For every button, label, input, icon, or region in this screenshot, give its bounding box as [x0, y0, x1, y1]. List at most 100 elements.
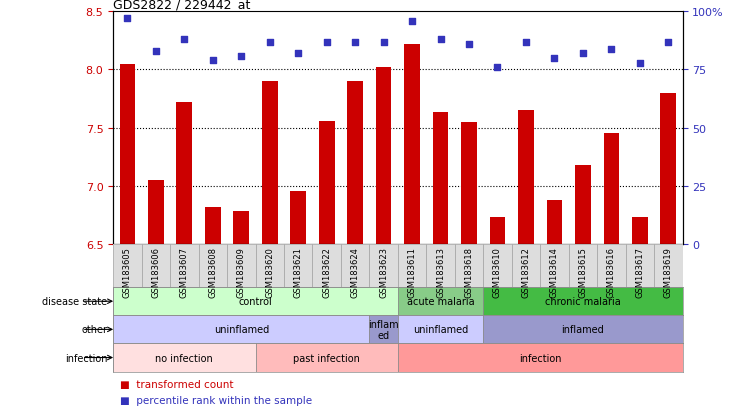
Bar: [170, 244, 199, 287]
Bar: [120, 64, 135, 244]
Bar: [547, 200, 562, 244]
Text: GSM183605: GSM183605: [123, 246, 132, 297]
Bar: [199, 244, 227, 287]
Text: past infection: past infection: [293, 353, 360, 363]
Text: ■  transformed count: ■ transformed count: [120, 379, 234, 389]
Bar: [142, 244, 170, 287]
Text: GSM183606: GSM183606: [151, 246, 161, 297]
Bar: [341, 244, 369, 287]
Bar: [398, 244, 426, 287]
Bar: [483, 244, 512, 287]
Text: GSM183609: GSM183609: [237, 246, 246, 297]
Point: [464, 42, 475, 48]
Bar: [490, 217, 505, 244]
Point: [150, 48, 162, 55]
Bar: [569, 244, 597, 287]
Bar: [483, 316, 683, 344]
Bar: [661, 93, 676, 244]
Bar: [262, 82, 277, 244]
Point: [178, 37, 190, 43]
Bar: [205, 207, 220, 244]
Point: [435, 37, 447, 43]
Point: [264, 39, 276, 46]
Text: disease state: disease state: [42, 297, 107, 306]
Point: [236, 53, 247, 60]
Point: [293, 51, 304, 57]
Bar: [347, 82, 363, 244]
Text: infection: infection: [519, 353, 561, 363]
Text: GSM183617: GSM183617: [635, 246, 645, 297]
Text: GSM183624: GSM183624: [350, 246, 360, 297]
Bar: [604, 134, 619, 244]
Bar: [284, 244, 312, 287]
Bar: [461, 122, 477, 244]
Text: uninflamed: uninflamed: [413, 325, 468, 335]
Bar: [654, 244, 683, 287]
Text: GSM183607: GSM183607: [180, 246, 189, 297]
Text: GSM183613: GSM183613: [436, 246, 445, 297]
Text: infection: infection: [65, 353, 107, 363]
Point: [207, 58, 219, 64]
Point: [378, 39, 390, 46]
Bar: [426, 244, 455, 287]
Bar: [113, 244, 142, 287]
Bar: [148, 180, 164, 244]
Text: chronic malaria: chronic malaria: [545, 297, 620, 306]
Bar: [626, 244, 654, 287]
Point: [492, 65, 504, 71]
Text: uninflamed: uninflamed: [214, 325, 269, 335]
Text: ■  percentile rank within the sample: ■ percentile rank within the sample: [120, 395, 312, 405]
Bar: [291, 192, 306, 244]
Text: GSM183615: GSM183615: [578, 246, 588, 297]
Text: inflam
ed: inflam ed: [369, 319, 399, 340]
Bar: [404, 45, 420, 244]
Text: no infection: no infection: [155, 353, 213, 363]
Bar: [597, 244, 626, 287]
Point: [663, 39, 675, 46]
Bar: [113, 344, 256, 372]
Text: GSM183623: GSM183623: [379, 246, 388, 297]
Bar: [518, 111, 534, 244]
Bar: [376, 68, 391, 244]
Text: GSM183620: GSM183620: [265, 246, 274, 297]
Bar: [113, 316, 369, 344]
Bar: [512, 244, 540, 287]
Bar: [369, 244, 398, 287]
Bar: [483, 287, 683, 316]
Text: GSM183616: GSM183616: [607, 246, 616, 297]
Text: GSM183614: GSM183614: [550, 246, 559, 297]
Bar: [398, 316, 483, 344]
Text: GSM183608: GSM183608: [208, 246, 218, 297]
Bar: [227, 244, 256, 287]
Bar: [312, 244, 341, 287]
Point: [121, 16, 134, 23]
Bar: [455, 244, 483, 287]
Text: GSM183611: GSM183611: [407, 246, 417, 297]
Bar: [177, 103, 192, 244]
Bar: [540, 244, 569, 287]
Bar: [632, 217, 648, 244]
Text: GSM183618: GSM183618: [464, 246, 474, 297]
Bar: [234, 211, 249, 244]
Bar: [113, 287, 398, 316]
Point: [520, 39, 532, 46]
Bar: [255, 344, 398, 372]
Bar: [319, 121, 334, 244]
Point: [321, 39, 333, 46]
Text: GSM183619: GSM183619: [664, 246, 673, 297]
Bar: [433, 113, 448, 244]
Text: inflamed: inflamed: [561, 325, 604, 335]
Text: control: control: [239, 297, 272, 306]
Point: [549, 55, 561, 62]
Point: [406, 18, 418, 25]
Text: GSM183610: GSM183610: [493, 246, 502, 297]
Text: acute malaria: acute malaria: [407, 297, 474, 306]
Bar: [369, 316, 398, 344]
Bar: [398, 287, 483, 316]
Point: [577, 51, 589, 57]
Text: GSM183621: GSM183621: [293, 246, 303, 297]
Text: GDS2822 / 229442_at: GDS2822 / 229442_at: [113, 0, 250, 11]
Bar: [575, 165, 591, 244]
Text: GSM183612: GSM183612: [521, 246, 531, 297]
Text: other: other: [82, 325, 107, 335]
